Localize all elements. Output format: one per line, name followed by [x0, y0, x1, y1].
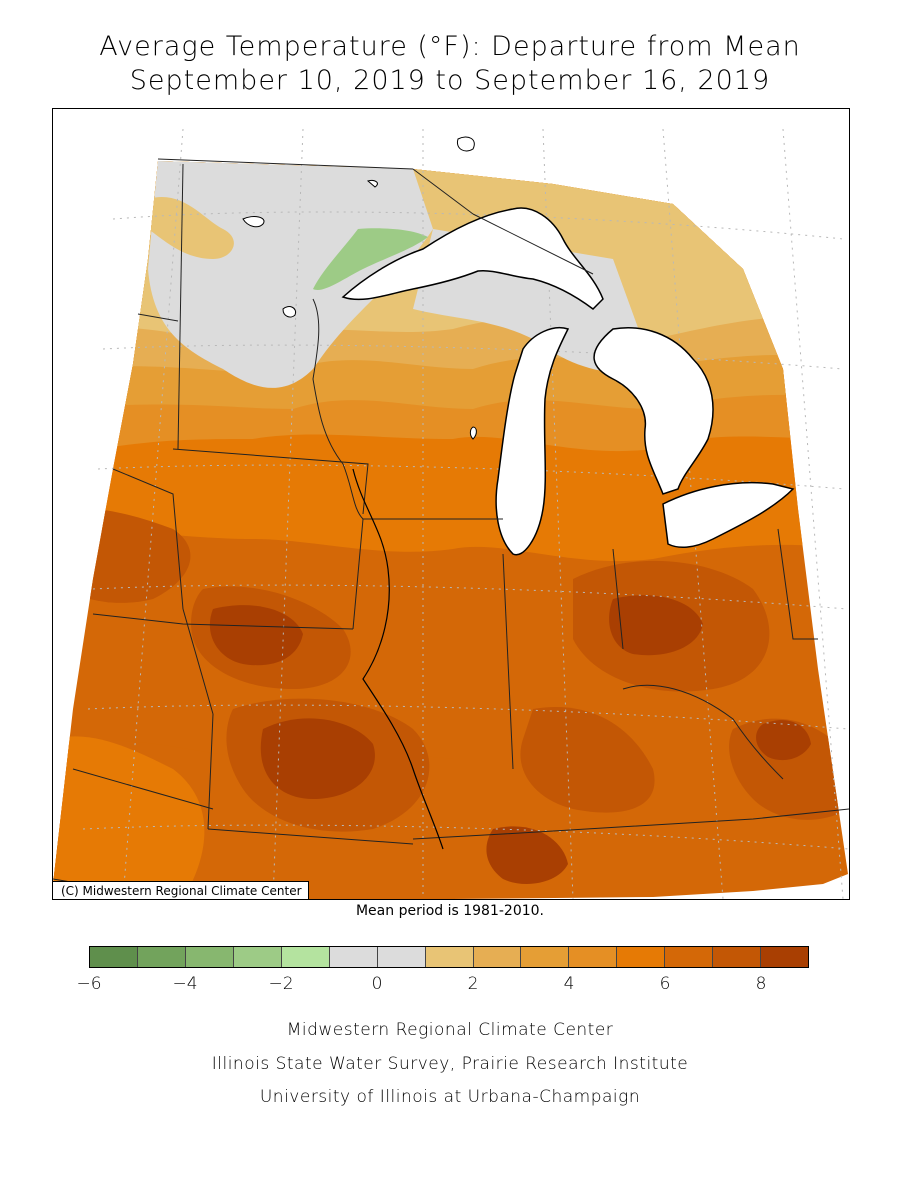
legend-swatch — [329, 947, 378, 967]
legend-swatch — [425, 947, 474, 967]
legend-tick-labels: −6 −4 −2 0 2 4 6 8 — [0, 974, 900, 998]
legend-tick-label: 4 — [563, 974, 575, 994]
legend-swatch — [90, 947, 138, 967]
legend-swatch — [761, 947, 809, 967]
legend-tick-label: 2 — [467, 974, 479, 994]
legend-tick-label: 8 — [755, 974, 767, 994]
legend-swatch — [137, 947, 186, 967]
legend-swatch — [569, 947, 618, 967]
map-date-range: September 10, 2019 to September 16, 2019 — [129, 65, 771, 96]
credit-line-1: Midwestern Regional Climate Center — [286, 1020, 614, 1040]
legend-swatch — [617, 947, 666, 967]
map-title: Average Temperature (°F): Departure from… — [99, 31, 801, 62]
legend-tick-label: −2 — [268, 974, 294, 994]
small-lakes — [242, 136, 477, 440]
legend-swatch — [377, 947, 426, 967]
legend-swatch — [473, 947, 522, 967]
legend-swatch — [281, 947, 330, 967]
credit-line-2: Illinois State Water Survey, Prairie Res… — [211, 1054, 689, 1074]
great-lakes — [341, 207, 795, 556]
legend-tick-label: 0 — [371, 974, 383, 994]
legend-tick-label: −4 — [172, 974, 198, 994]
legend-colorbar — [89, 946, 809, 968]
legend-swatch — [233, 947, 282, 967]
credit-line-3: University of Illinois at Urbana-Champai… — [259, 1087, 641, 1107]
legend-swatch — [521, 947, 570, 967]
legend-tick-label: 6 — [659, 974, 671, 994]
legend-tick-label: −6 — [76, 974, 102, 994]
legend-swatch — [185, 947, 234, 967]
mississippi-river — [352, 468, 444, 850]
temperature-departure-map: (C) Midwestern Regional Climate Center — [52, 108, 850, 900]
copyright-label: (C) Midwestern Regional Climate Center — [53, 881, 309, 899]
mean-period-note: Mean period is 1981-2010. — [355, 903, 545, 919]
legend-swatch — [665, 947, 714, 967]
legend-swatch — [713, 947, 762, 967]
